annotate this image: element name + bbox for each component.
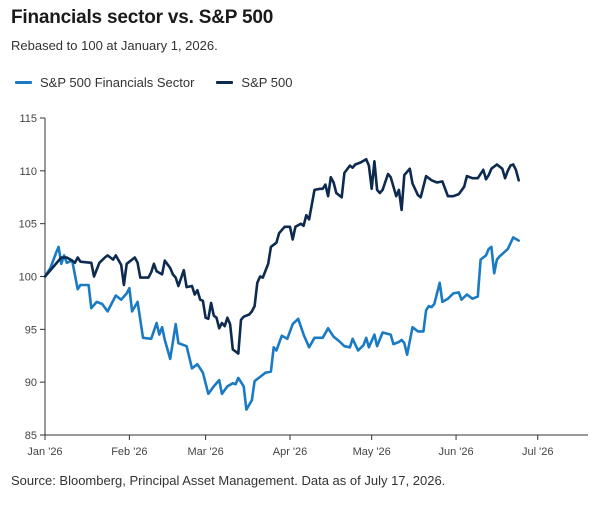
- series-line-financials: [43, 236, 521, 411]
- chart-subtitle: Rebased to 100 at January 1, 2026.: [11, 38, 218, 53]
- x-tick-label-3: Apr '26: [273, 446, 308, 458]
- y-tick-label-100: 100: [19, 272, 37, 284]
- legend-label-financials: S&P 500 Financials Sector: [40, 75, 195, 90]
- y-tick-label-90: 90: [25, 377, 37, 389]
- legend-label-sp500: S&P 500: [241, 75, 293, 90]
- x-tick-label-5: Jun '26: [438, 446, 473, 458]
- legend-swatch-financials: [15, 81, 32, 84]
- x-tick-label-2: Mar '26: [187, 446, 223, 458]
- x-tick-label-1: Feb '26: [111, 446, 147, 458]
- y-tick-label-85: 85: [25, 430, 37, 442]
- y-tick-label-110: 110: [19, 166, 37, 178]
- chart-legend: S&P 500 Financials Sector S&P 500: [15, 75, 315, 90]
- legend-swatch-sp500: [216, 81, 234, 84]
- x-tick-label-4: May '26: [353, 446, 391, 458]
- y-tick-label-105: 105: [19, 219, 37, 231]
- x-tick-label-6: Jul '26: [522, 446, 553, 458]
- source-note: Source: Bloomberg, Principal Asset Manag…: [11, 473, 446, 488]
- legend-item-financials: S&P 500 Financials Sector: [15, 75, 194, 90]
- series-line-sp500: [43, 157, 521, 355]
- x-tick-label-0: Jan '26: [27, 446, 62, 458]
- legend-item-sp500: S&P 500: [216, 75, 293, 90]
- chart-title: Financials sector vs. S&P 500: [11, 7, 274, 28]
- y-tick-label-115: 115: [19, 113, 37, 125]
- y-tick-label-95: 95: [25, 324, 37, 336]
